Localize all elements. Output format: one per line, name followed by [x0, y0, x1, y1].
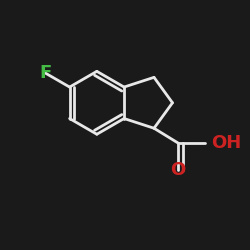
Text: O: O: [170, 161, 186, 179]
Text: F: F: [39, 64, 51, 82]
Text: OH: OH: [211, 134, 241, 152]
